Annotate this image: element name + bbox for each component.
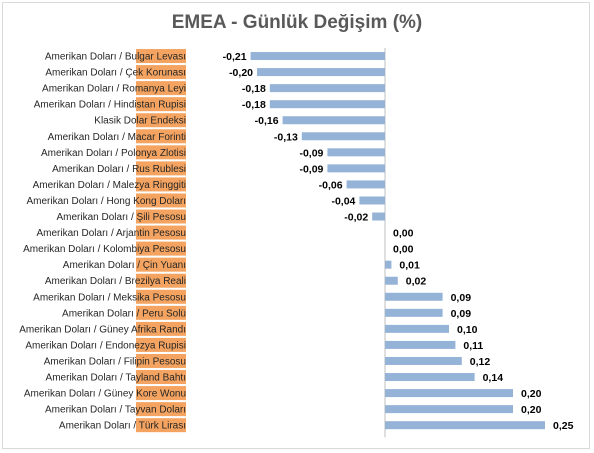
- category-label-highlight: [136, 321, 186, 336]
- data-label: 0,20: [521, 404, 542, 416]
- data-label: -0,09: [299, 147, 323, 159]
- bar: [327, 148, 385, 157]
- category-label-highlight: [136, 209, 186, 224]
- category-label: Amerikan Doları / Tayvan Doları: [45, 405, 186, 416]
- category-label: Amerikan Doları / Filipin Pesosu: [44, 356, 186, 367]
- category-label: Amerikan Doları / Tayland Bahtı: [46, 373, 186, 384]
- category-label-highlight: [136, 177, 186, 192]
- data-label: 0,20: [521, 388, 542, 400]
- category-label-highlight: [136, 386, 186, 401]
- category-label: Amerikan Doları / Çin Yuanı: [63, 260, 186, 271]
- category-label-highlight: [136, 145, 186, 160]
- chart-title: EMEA - Günlük Değişim (%): [171, 12, 423, 33]
- category-label: Amerikan Doları / Şili Pesosu: [57, 212, 187, 223]
- data-label: -0,21: [223, 51, 247, 63]
- bar: [269, 100, 385, 109]
- data-label: -0,09: [299, 163, 323, 175]
- category-label: Amerikan Doları / Bulgar Levası: [45, 52, 186, 63]
- bar: [385, 308, 443, 317]
- category-label: Amerikan Doları / Rus Rublesi: [52, 164, 186, 175]
- data-label: 0,09: [451, 292, 472, 304]
- bar: [385, 421, 545, 430]
- bar: [385, 356, 462, 365]
- data-label: 0,11: [463, 340, 483, 352]
- category-label: Amerikan Doları / Güney Kore Wonu: [24, 389, 186, 400]
- category-label: Amerikan Doları / Romanya Leyi: [42, 84, 186, 95]
- chart-frame: [2, 2, 590, 449]
- bar: [385, 340, 456, 349]
- data-label: -0,06: [319, 179, 343, 191]
- category-label: Amerikan Doları / Hindistan Rupisi: [34, 100, 186, 111]
- data-label: -0,13: [274, 131, 298, 143]
- data-label: -0,04: [331, 195, 355, 207]
- bar: [346, 180, 385, 189]
- data-label: 0,00: [393, 244, 414, 256]
- data-label: 0,10: [457, 324, 478, 336]
- category-label: Amerikan Doları / Kolombiya Pesosu: [23, 244, 186, 255]
- category-label-highlight: [136, 418, 186, 433]
- category-label-highlight: [136, 353, 186, 368]
- category-label-highlight: [136, 81, 186, 96]
- data-label: -0,18: [242, 99, 266, 111]
- category-label: Amerikan Doları / Polonya Zlotisi: [41, 148, 186, 159]
- data-label: 0,02: [406, 276, 427, 288]
- bar: [282, 116, 385, 125]
- category-label-highlight: [136, 49, 186, 64]
- bar: [372, 212, 385, 221]
- category-label: Amerikan Doları / Endonezya Rupisi: [25, 340, 186, 351]
- bar: [301, 132, 385, 141]
- bar: [385, 276, 398, 285]
- bar: [250, 52, 385, 61]
- bar: [385, 292, 443, 301]
- bar: [257, 68, 385, 77]
- data-label: 0,14: [483, 372, 504, 384]
- category-label: Amerikan Doları / Türk Lirası: [59, 421, 186, 432]
- category-label-highlight: [136, 161, 186, 176]
- bar: [385, 260, 392, 269]
- data-label: 0,01: [399, 260, 420, 272]
- data-label: 0,00: [393, 228, 414, 240]
- category-label: Klasik Dolar Endeksi: [94, 116, 186, 127]
- category-label: Amerikan Doları / Peru Solü: [62, 308, 186, 319]
- category-label-highlight: [136, 257, 186, 272]
- bar: [385, 324, 449, 333]
- data-label: -0,18: [242, 83, 266, 95]
- data-label: 0,09: [451, 308, 472, 320]
- category-label-highlight: [136, 65, 186, 80]
- category-label-highlight: [136, 337, 186, 352]
- category-label-highlight: [136, 193, 186, 208]
- category-label: Amerikan Doları / Meksika Pesosu: [33, 292, 186, 303]
- category-label-highlight: [136, 273, 186, 288]
- bar: [385, 405, 513, 414]
- category-label: Amerikan Doları / Güney Afrika Randı: [19, 324, 186, 335]
- category-label: Amerikan Doları / Malezya Ringgiti: [33, 180, 186, 191]
- category-label: Amerikan Doları / Arjantin Pesosu: [36, 228, 186, 239]
- category-label: Amerikan Doları / Brezilya Reali: [45, 276, 186, 287]
- category-label: Amerikan Doları / Hong Kong Doları: [26, 196, 186, 207]
- bar: [359, 196, 385, 205]
- category-label-highlight: [136, 305, 186, 320]
- bar: [385, 373, 475, 382]
- data-label: 0,25: [553, 420, 574, 432]
- category-label-highlight: [136, 370, 186, 385]
- category-label-highlight: [136, 241, 186, 256]
- category-label-highlight: [136, 225, 186, 240]
- category-label-highlight: [136, 113, 186, 128]
- bar: [269, 84, 385, 93]
- data-label: -0,20: [229, 67, 253, 79]
- bar: [327, 164, 385, 173]
- category-label: Amerikan Doları / Macar Forinti: [48, 132, 186, 143]
- category-label-highlight: [136, 402, 186, 417]
- data-label: -0,02: [344, 212, 368, 224]
- category-label-highlight: [136, 289, 186, 304]
- category-label-highlight: [136, 129, 186, 144]
- bar: [385, 389, 513, 398]
- data-label: 0,12: [470, 356, 491, 368]
- category-label-highlight: [136, 97, 186, 112]
- category-label: Amerikan Doları / Çek Korunası: [45, 68, 186, 79]
- data-label: -0,16: [255, 115, 279, 127]
